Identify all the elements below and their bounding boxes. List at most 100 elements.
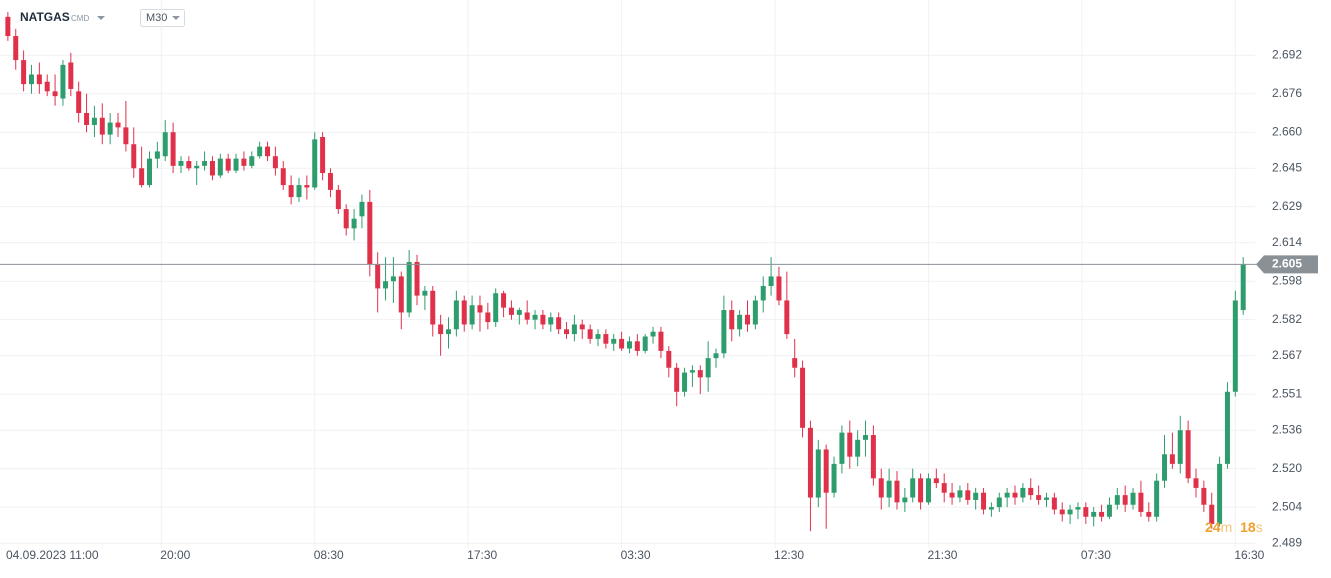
candle-body: [784, 300, 790, 335]
candle-body: [406, 261, 412, 313]
timeframe[interactable]: M30: [146, 12, 167, 24]
candle-body: [650, 331, 656, 337]
candle-body: [91, 117, 97, 125]
candle-body: [508, 307, 514, 315]
candle-body: [154, 151, 160, 159]
y-tick-label: 2.692: [1272, 47, 1302, 61]
countdown-minutes-unit: m: [1221, 519, 1233, 535]
candle-body: [430, 290, 436, 325]
candle-body: [682, 372, 688, 392]
candle-body: [587, 329, 593, 339]
candle-body: [744, 314, 750, 325]
candle-body: [461, 300, 467, 325]
countdown-seconds-unit: s: [1256, 519, 1263, 535]
candle-body: [5, 16, 11, 37]
y-tick-label: 2.629: [1272, 199, 1302, 213]
y-tick-label: 2.536: [1272, 422, 1302, 436]
header: NATGAS CMD M30: [20, 9, 185, 27]
candle-body: [493, 293, 499, 323]
candle-body: [76, 91, 82, 113]
candle-body: [52, 91, 58, 97]
candle-body: [965, 490, 971, 500]
last-price-label: 2.605: [1272, 257, 1302, 271]
y-tick-label: 2.660: [1272, 124, 1302, 138]
candle-body: [1036, 495, 1042, 500]
candle-body: [1028, 487, 1034, 496]
candle-body: [910, 478, 916, 498]
candle-body: [1193, 478, 1199, 488]
candle-body: [296, 185, 302, 198]
x-tick-label: 03:30: [621, 548, 651, 562]
candle-body: [469, 305, 475, 325]
candle-body: [225, 158, 231, 171]
y-tick-label: 2.645: [1272, 160, 1302, 174]
candle-body: [760, 286, 766, 301]
candle-body: [1146, 511, 1152, 517]
candle-body: [831, 463, 837, 493]
candle-body: [800, 367, 806, 428]
candle-body: [839, 432, 845, 464]
symbol[interactable]: NATGAS: [20, 10, 70, 24]
candle-body: [981, 492, 987, 510]
candle-body: [162, 132, 168, 157]
x-tick-label: 04.09.2023 11:00: [6, 548, 99, 562]
candle-body: [1201, 487, 1207, 505]
candle-body: [359, 201, 365, 217]
candle-body: [516, 310, 522, 315]
candle-body: [721, 310, 727, 354]
candle-body: [807, 427, 813, 498]
candle-body: [752, 300, 758, 325]
candle-body: [375, 264, 381, 289]
symbol-dropdown[interactable]: [97, 16, 105, 20]
candle-body: [320, 137, 326, 174]
candle-body: [878, 478, 884, 498]
candle-body: [1122, 495, 1128, 505]
candle-body: [815, 449, 821, 498]
timeframe-box[interactable]: [140, 9, 185, 27]
candle-body: [1075, 507, 1081, 510]
candle-body: [918, 478, 924, 503]
candle-body: [327, 173, 333, 190]
candle-body: [217, 158, 223, 176]
candle-body: [697, 370, 703, 378]
candle-body: [689, 370, 695, 373]
candle-body: [280, 168, 286, 186]
candle-body: [36, 74, 42, 85]
candle-body: [139, 168, 145, 186]
candle-body: [453, 300, 459, 330]
candle-body: [390, 276, 396, 282]
candle-body: [202, 161, 208, 166]
candle-body: [957, 490, 963, 498]
candle-body: [44, 81, 50, 92]
y-tick-label: 2.504: [1272, 499, 1302, 513]
candle-body: [288, 185, 294, 198]
candle-body: [367, 201, 373, 265]
y-tick-label: 2.614: [1272, 235, 1302, 249]
candle-body: [1059, 509, 1065, 515]
candle-body: [1012, 492, 1018, 498]
candle-body: [666, 350, 672, 368]
candle-body: [1051, 497, 1057, 510]
candle-body: [146, 158, 152, 186]
candle-body: [941, 483, 947, 493]
candle-body: [1217, 463, 1223, 524]
candle-body: [60, 64, 66, 99]
candle-body: [619, 338, 625, 349]
candle-body: [1169, 454, 1175, 464]
countdown-minutes: 24: [1205, 519, 1221, 535]
candle-body: [524, 312, 530, 320]
candle-body: [335, 189, 341, 210]
candle-body: [737, 314, 743, 330]
y-tick-label: 2.567: [1272, 348, 1302, 362]
candle-body: [949, 492, 955, 498]
candle-body: [1224, 391, 1230, 464]
y-tick-label: 2.676: [1272, 86, 1302, 100]
candle-body: [398, 276, 404, 313]
candle-body: [68, 62, 74, 89]
candle-body: [501, 293, 507, 308]
candle-body: [257, 146, 263, 157]
candle-body: [894, 480, 900, 503]
timeframe-dropdown[interactable]: [172, 16, 180, 20]
y-tick-label: 2.582: [1272, 312, 1302, 326]
candle-body: [556, 317, 562, 330]
